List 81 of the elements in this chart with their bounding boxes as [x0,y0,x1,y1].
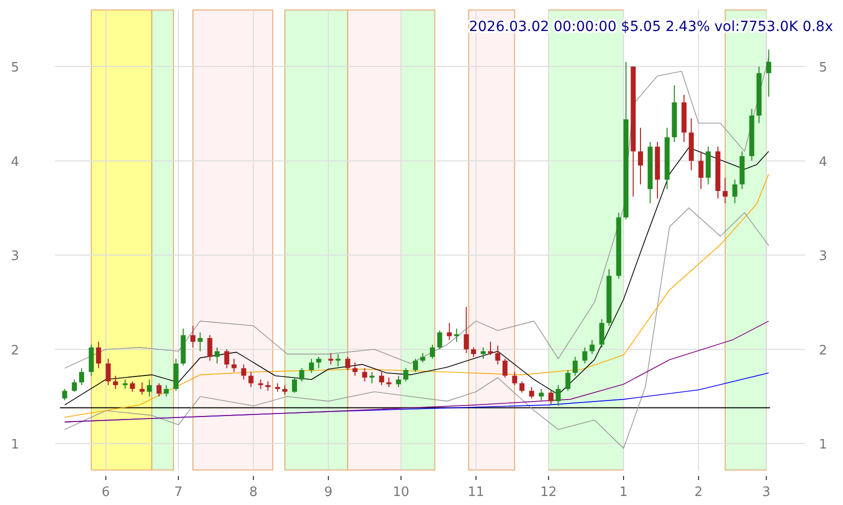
candlestick [79,368,84,386]
candlestick [362,368,368,382]
candlestick [352,362,358,376]
candlestick [495,345,500,365]
candlestick [512,371,518,386]
x-tick-label: 8 [249,485,258,500]
y2-tick-label: 4 [818,154,828,170]
candlestick [112,375,118,390]
candlestick [308,358,314,374]
candlestick [214,346,220,364]
candlestick [732,179,738,204]
x-tick-label: 10 [392,485,410,500]
candlestick [96,341,102,369]
candlestick [538,388,544,401]
x-tick-label: 2 [694,485,703,500]
candlestick [529,386,534,399]
candlestick [471,346,476,358]
candlestick [130,380,135,392]
y-tick-label: 3 [10,249,20,264]
candlestick [488,341,493,356]
candlestick [412,358,418,372]
candlestick [556,384,561,406]
candlestick [345,356,350,371]
candlestick [548,390,554,405]
x-tick-label: 1 [619,485,628,500]
y2-tick-label: 2 [818,343,828,358]
candlestick [146,379,152,397]
candlestick [766,49,772,98]
candlestick [224,348,230,369]
candlestick [369,371,374,384]
y-tick-label: 4 [10,154,20,170]
candlestick [396,375,402,388]
candlestick [292,377,298,394]
y-tick-label: 5 [10,60,20,76]
candlestick [599,318,604,348]
candlestick [722,177,728,204]
y-tick-label: 1 [10,438,20,453]
candlestick [430,344,435,360]
candlestick [198,332,203,352]
candlestick [464,306,469,354]
candlestick [248,371,254,388]
candlestick [379,371,384,386]
candlestick [164,384,169,397]
candlestick [572,356,578,376]
x-tick-label: 9 [324,485,333,500]
candlestick [638,127,643,185]
candlestick [190,325,196,348]
x-tick-label: 3 [762,485,770,500]
candlestick [241,364,246,380]
candlestick [480,346,486,360]
candlestick [282,384,288,396]
y2-tick-label: 3 [818,249,828,264]
y2-tick-label: 1 [818,438,828,453]
candlestick [299,368,304,382]
candlestick [106,358,111,386]
candlestick [502,358,508,378]
candlestick [207,334,212,362]
x-tick-label: 6 [102,485,110,500]
candlestick [698,150,704,190]
candlestick [316,356,322,369]
x-tick-label: 7 [174,485,183,500]
candlestick [519,380,524,394]
candlestick [420,352,426,364]
candlestick [72,379,77,392]
candlestick [582,346,588,364]
candlestick [265,380,270,392]
y-tick-label: 2 [10,343,20,358]
candlestick [403,368,408,382]
candlestick [437,330,442,350]
candlestick [156,382,162,397]
x-tick-label: 12 [540,485,557,500]
candlestick [446,322,452,340]
candlestick [232,358,237,372]
line-series [64,208,770,449]
line-series [64,320,770,422]
candlestick [590,339,595,355]
y2-tick-label: 5 [818,60,828,76]
candlestick [565,370,570,392]
candlestick [62,388,68,401]
candlestick [140,382,145,396]
x-tick-label: 11 [468,485,484,500]
